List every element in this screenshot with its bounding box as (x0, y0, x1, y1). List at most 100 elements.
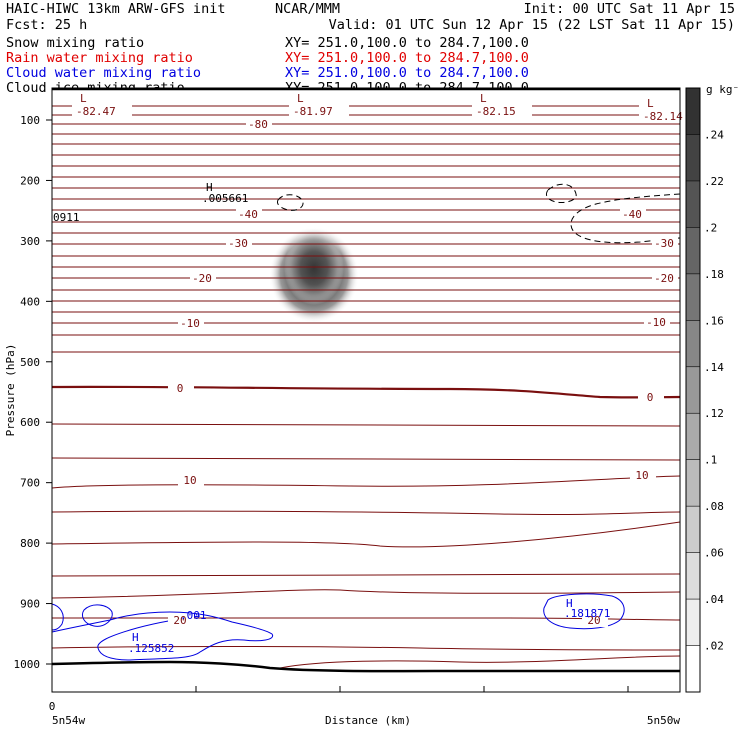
low-marker: L (297, 92, 304, 105)
temperature-contour (51, 243, 681, 245)
dashed-contour-small (277, 194, 304, 211)
temperature-contour (51, 165, 681, 167)
label-background (178, 474, 204, 487)
temperature-contour (51, 646, 681, 651)
colorbar-swatch (686, 599, 700, 646)
colorbar-tick-label: .06 (704, 547, 724, 560)
label-background (472, 92, 532, 118)
colorbar-tick-label: .14 (704, 361, 724, 374)
label-background (178, 317, 204, 330)
ground-line (51, 660, 680, 673)
colorbar-frame (685, 87, 701, 693)
y-axis: 100 200 300 400 500 600 700 800 900 1000 (14, 114, 52, 671)
temperature-contour-label: 20 (587, 614, 600, 627)
y-tick-label: 300 (20, 235, 40, 248)
colorbar-unit: g kg⁻¹ (706, 83, 740, 96)
temperature-contour-label: 0 (177, 382, 184, 395)
legend-xy-snow: XY= 251.0,100.0 to 284.7,100.0 (285, 35, 529, 51)
init-time: Init: 00 UTC Sat 11 Apr 15 (524, 1, 735, 17)
colorbar-tick-label: .2 (704, 221, 717, 234)
plot-frame (51, 87, 681, 693)
legend-xy-cloud-water: XY= 251.0,100.0 to 284.7,100.0 (285, 65, 529, 81)
legend-name-snow: Snow mixing ratio (6, 35, 144, 51)
label-background (168, 382, 194, 395)
label-background (190, 272, 216, 285)
label-background (72, 92, 132, 118)
label-background (620, 208, 646, 221)
y-tick-label: 100 (20, 114, 40, 127)
label-background (236, 208, 262, 221)
temperature-contour (51, 105, 681, 107)
y-tick-label: 900 (20, 598, 40, 611)
temperature-contour (51, 114, 681, 116)
cloud-ice-core (284, 231, 344, 305)
y-tick-label: 700 (20, 477, 40, 490)
temperature-contour (51, 266, 681, 268)
colorbar-tick-label: .04 (704, 593, 724, 606)
legend-name-cloud-water: Cloud water mixing ratio (6, 65, 201, 81)
dashed-contours (277, 183, 681, 244)
temperature-contour-label: -40 (622, 208, 642, 221)
x-right-location: 5n50w (647, 714, 680, 727)
temperature-contour (51, 475, 681, 489)
temperature-contour (51, 589, 681, 599)
label-background (638, 391, 664, 404)
low-marker: L (80, 92, 87, 105)
temperature-contour-label: 0 (647, 391, 654, 404)
x-tick-zero: 0 (49, 700, 56, 713)
colorbar-swatch (686, 88, 700, 135)
temperature-contour (51, 255, 681, 257)
colorbar-tick-label: .08 (704, 500, 724, 513)
label-background (644, 316, 670, 329)
colorbar-tick-label: .24 (704, 128, 724, 141)
temperature-contour-label: -10 (180, 317, 200, 330)
temperature-contour (51, 322, 681, 324)
dashed-contour-top-right (545, 183, 577, 203)
temperature-contour-label: -80 (248, 118, 268, 131)
label-background (226, 237, 252, 250)
high-value: .125852 (128, 642, 174, 655)
temperature-contour (51, 277, 681, 279)
low-value: -82.14 (643, 110, 683, 123)
colorbar-swatch (686, 413, 700, 460)
colorbar-tick-label: .16 (704, 314, 724, 327)
cloud-water-contour-loop (81, 604, 113, 627)
temperature-contour (51, 289, 681, 291)
legend: Snow mixing ratio XY= 251.0,100.0 to 284… (6, 35, 529, 96)
y-tick-label: 1000 (14, 658, 41, 671)
colorbar-tick-label: .12 (704, 407, 724, 420)
x-axis-title: Distance (km) (325, 714, 411, 727)
temperature-contour (51, 143, 681, 145)
high-marker: H (132, 631, 139, 644)
temperature-contour-label: -30 (228, 237, 248, 250)
label-background (582, 614, 608, 627)
y-tick-label: 800 (20, 537, 40, 550)
temperature-contour (51, 457, 681, 461)
label-background (246, 118, 272, 131)
label-background (652, 272, 678, 285)
temperature-contour (51, 198, 681, 200)
colorbar-swatch (686, 645, 700, 692)
temperature-contour-label: -30 (654, 237, 674, 250)
plot-labels: -80-40-30-20-10010-40-30-20-100102020L-8… (53, 92, 699, 655)
temperature-contour (279, 655, 681, 669)
valid-time: Valid: 01 UTC Sun 12 Apr 15 (22 LST Sat … (329, 17, 735, 33)
low-value: -82.47 (76, 105, 116, 118)
colorbar-swatch (686, 366, 700, 414)
y-tick-label: 400 (20, 295, 40, 308)
temperature-contour (51, 510, 681, 516)
cloud-water-label: .001 (180, 609, 207, 622)
forecast-hour: Fcst: 25 h (6, 17, 87, 33)
high-marker: H (206, 181, 213, 194)
legend-name-rain: Rain water mixing ratio (6, 50, 193, 66)
legend-xy-rain: XY= 251.0,100.0 to 284.7,100.0 (285, 50, 529, 66)
temperature-contour (51, 154, 681, 156)
temperature-contour (51, 311, 681, 313)
temperature-contour (51, 423, 681, 427)
temperature-contour (51, 187, 681, 189)
temperature-contour (51, 209, 681, 211)
temperature-contour (51, 351, 681, 353)
temperature-contour-label: -20 (654, 272, 674, 285)
colorbar-tick-label: .1 (704, 454, 717, 467)
